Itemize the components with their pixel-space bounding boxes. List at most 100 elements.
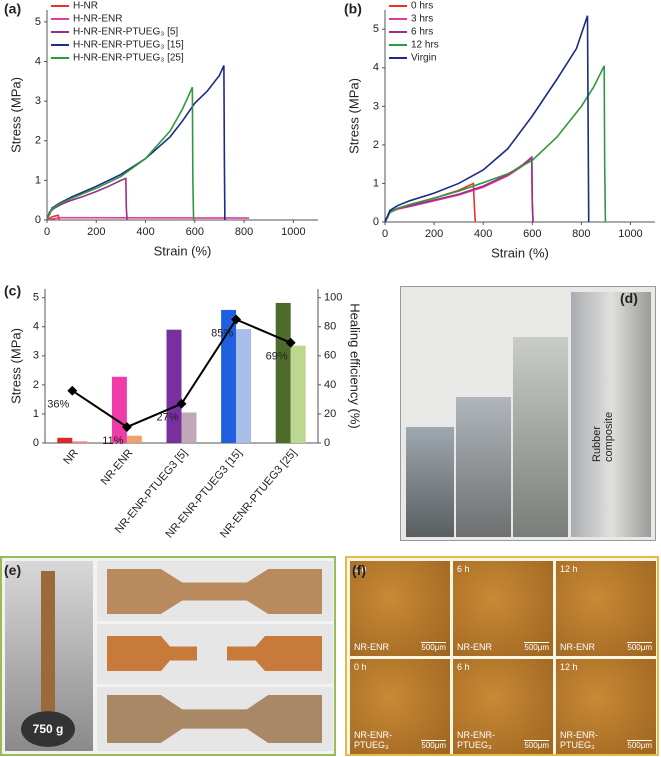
series-line: [46, 177, 128, 221]
y-tick-label: 0: [373, 216, 379, 228]
series-line: [46, 86, 195, 221]
series-line: [384, 15, 590, 223]
x-tick-label: 800: [572, 228, 590, 240]
photo: [406, 427, 454, 537]
photo: [97, 624, 333, 684]
sample-label: NR-ENR-PTUEG₃: [354, 730, 392, 750]
photo-e: 750 g: [0, 556, 336, 756]
sample-label: NR-ENR: [457, 642, 492, 652]
micrograph: 0 h NR-ENR 500μm: [350, 561, 450, 656]
y2-axis-title: Healing efficiency (%): [348, 303, 363, 428]
bar: [275, 302, 291, 443]
panel-label: (c): [4, 283, 21, 299]
x-tick-label: 400: [136, 226, 154, 238]
photo: [456, 397, 511, 537]
x-tick-label: 200: [425, 228, 443, 240]
panel-label: (a): [4, 1, 21, 17]
bar: [57, 437, 73, 443]
photo: [513, 337, 568, 537]
legend-label: H-NR-ENR-PTUEG₃ [5]: [73, 27, 178, 38]
specimen: [227, 636, 322, 671]
scale-bar: 500μm: [627, 740, 652, 750]
x-tick-label: 800: [235, 226, 253, 238]
micrograph: 12 h NR-ENR-PTUEG₃ 500μm: [556, 659, 656, 754]
bar: [290, 345, 306, 443]
x-axis-title: Strain (%): [491, 245, 549, 260]
photo: [97, 561, 333, 621]
specimen: [107, 695, 322, 743]
y-tick-label: 3: [33, 350, 39, 362]
micrograph: 6 h NR-ENR 500μm: [453, 561, 553, 656]
x-tick-label: 1000: [618, 228, 642, 240]
y-axis-title: Stress (MPa): [8, 77, 23, 153]
bar: [166, 329, 182, 443]
y-tick-label: 1: [33, 408, 39, 420]
scale-bar: 500μm: [421, 740, 446, 750]
x-tick-label: NR-ENR: [99, 447, 136, 488]
photo: [571, 292, 651, 537]
bar: [72, 441, 88, 443]
y2-tick-label: 20: [324, 408, 336, 420]
sample-label: NR-ENR-PTUEG₃: [457, 730, 495, 750]
specimen: [107, 636, 197, 671]
y2-tick-label: 40: [324, 379, 336, 391]
x-tick-label: 0: [382, 228, 388, 240]
y-tick-label: 1: [373, 177, 379, 189]
series-line: [46, 216, 250, 221]
scale-bar: 500μm: [524, 740, 549, 750]
legend-label: H-NR-ENR-PTUEG₃ [15]: [73, 40, 184, 51]
efficiency-marker: [231, 314, 242, 325]
specimen: [41, 571, 55, 711]
y-tick-label: 4: [35, 55, 41, 67]
y-tick-label: 3: [373, 100, 379, 112]
y-tick-label: 2: [33, 379, 39, 391]
x-axis-title: Strain (%): [154, 243, 212, 258]
specimen: [107, 569, 322, 614]
time-label: 0 h: [354, 662, 367, 672]
y2-tick-label: 60: [324, 350, 336, 362]
y2-tick-label: 100: [324, 292, 342, 304]
x-tick-label: 400: [474, 228, 492, 240]
x-tick-label: 600: [186, 226, 204, 238]
panel-label: (b): [344, 1, 362, 17]
scale-bar: 500μm: [524, 642, 549, 652]
y-tick-label: 1: [35, 174, 41, 186]
legend-label: 3 hrs: [411, 14, 433, 25]
x-tick-label: 200: [87, 226, 105, 238]
series-line: [46, 65, 226, 221]
data-label: 85%: [211, 327, 233, 339]
data-label: 36%: [47, 399, 69, 411]
bar: [221, 309, 237, 443]
y2-tick-label: 0: [324, 437, 330, 449]
y-tick-label: 5: [35, 16, 41, 28]
bar: [181, 412, 197, 443]
y2-tick-label: 80: [324, 321, 336, 333]
time-label: 12 h: [560, 662, 578, 672]
y-tick-label: 3: [35, 95, 41, 107]
y-tick-label: 2: [35, 135, 41, 147]
efficiency-marker: [285, 337, 296, 348]
panel-label: (e): [4, 562, 22, 578]
sample-label: NR-ENR: [354, 642, 389, 652]
scale-bar: 500μm: [627, 642, 652, 652]
micrograph: 12 h NR-ENR 500μm: [556, 561, 656, 656]
legend-label: 12 hrs: [411, 40, 439, 51]
legend-label: H-NR-ENR-PTUEG₃ [25]: [73, 53, 184, 64]
y-tick-label: 2: [373, 139, 379, 151]
time-label: 6 h: [457, 662, 470, 672]
data-label: 27%: [156, 412, 178, 424]
scale-bar: 500μm: [421, 642, 446, 652]
x-tick-label: NR: [61, 447, 80, 467]
legend-label: H-NR-ENR: [73, 14, 122, 25]
legend-label: Virgin: [411, 53, 436, 64]
photo: [97, 687, 333, 751]
panel-label: (d): [620, 290, 638, 306]
y-tick-label: 4: [33, 321, 39, 333]
y-axis-title: Stress (MPa): [346, 78, 361, 154]
y-tick-label: 4: [373, 62, 379, 74]
bar: [111, 376, 127, 443]
x-tick-label: 1000: [281, 226, 305, 238]
sample-label: NR-ENR: [560, 642, 595, 652]
x-tick-label: 0: [44, 226, 50, 238]
